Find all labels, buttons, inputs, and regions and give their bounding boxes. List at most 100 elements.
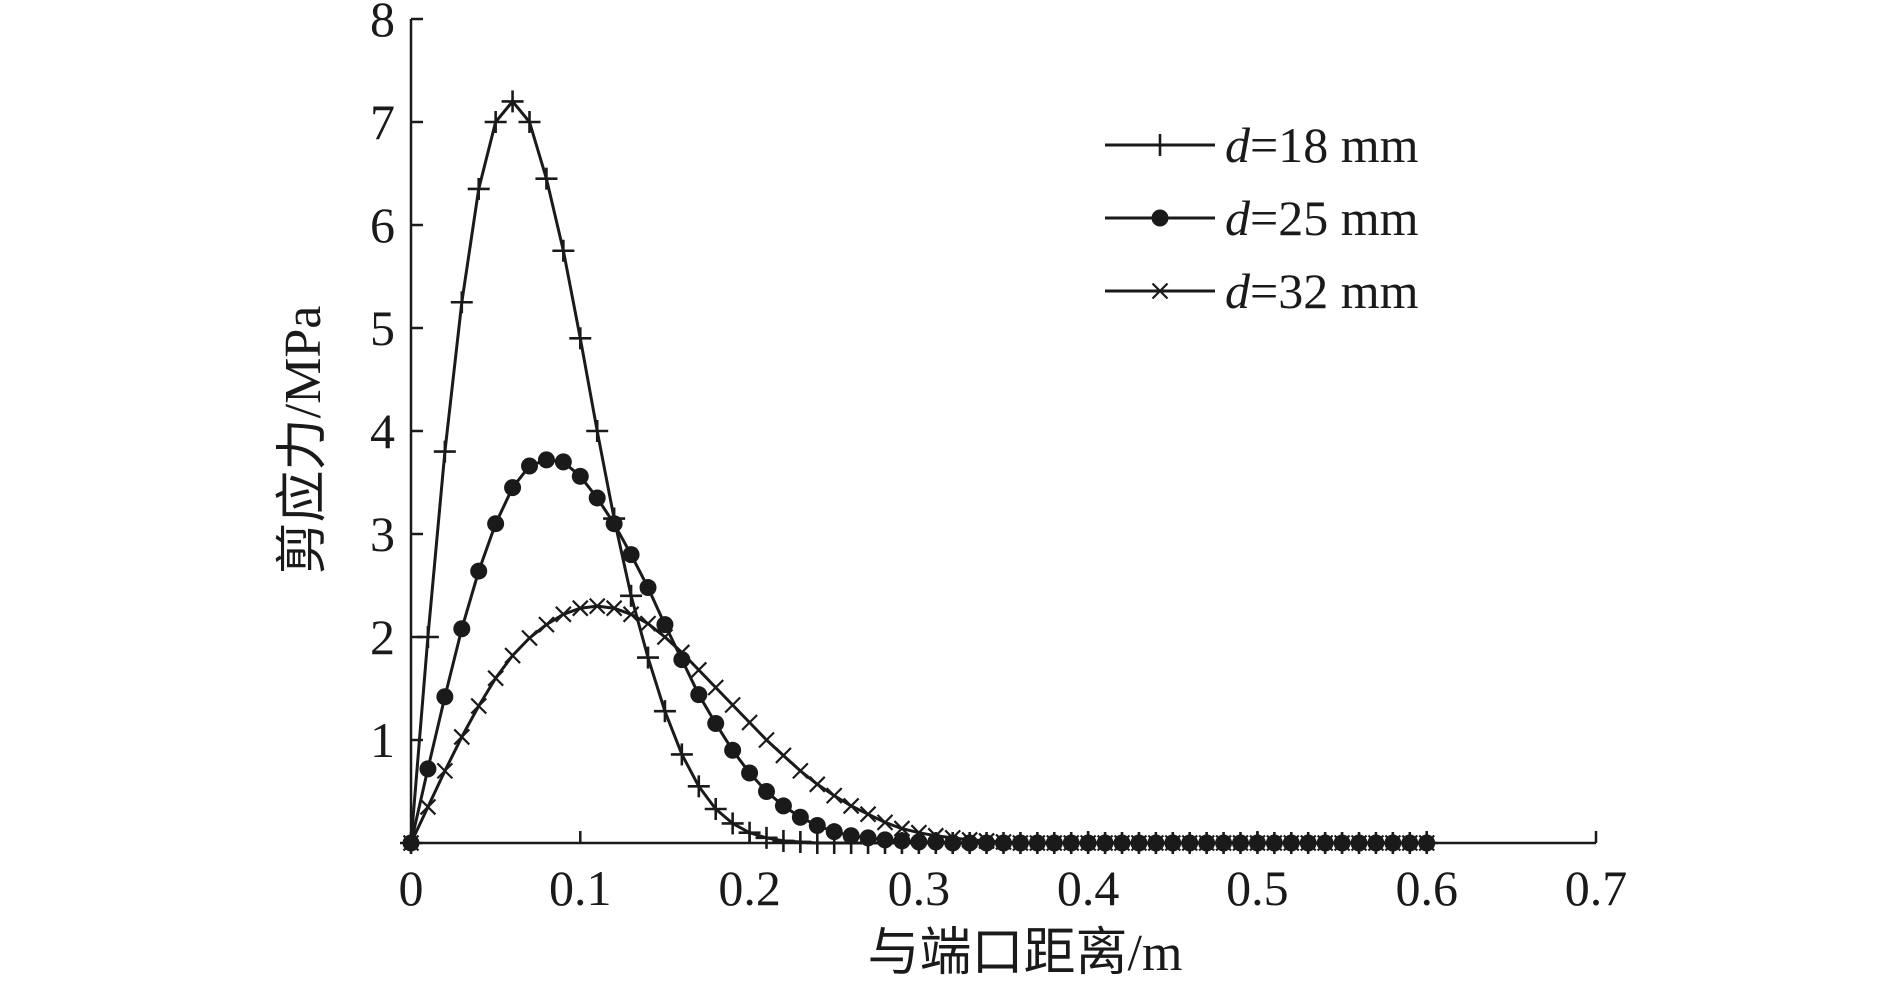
marker-stroke — [1249, 834, 1266, 852]
marker-stroke — [842, 797, 860, 815]
marker-stroke — [1418, 834, 1435, 852]
legend-label: d=32 mm — [1225, 263, 1419, 319]
data-point-x — [1198, 834, 1215, 852]
data-point-plus — [670, 743, 693, 766]
data-point-plus — [569, 327, 592, 350]
data-point-plus — [501, 90, 524, 113]
data-point-circle — [859, 829, 877, 847]
data-point-plus — [518, 111, 541, 133]
data-point-circle — [741, 764, 759, 782]
data-point-circle — [504, 479, 522, 497]
data-point-x — [1096, 834, 1114, 852]
x-tick-label: 0.1 — [549, 860, 612, 916]
data-point-plus — [467, 177, 490, 200]
data-point-circle — [554, 453, 572, 471]
marker-stroke — [1147, 834, 1165, 852]
data-point-x — [1029, 834, 1046, 852]
data-point-circle — [1151, 209, 1169, 227]
legend-rest: =18 mm — [1250, 117, 1419, 173]
x-tick-label: 0 — [399, 860, 424, 916]
data-point-x — [1012, 834, 1029, 852]
data-point-x — [1384, 834, 1402, 852]
marker-stroke — [927, 827, 945, 845]
data-point-x — [842, 797, 860, 815]
data-point-x — [1249, 834, 1266, 852]
y-tick-label: 7 — [370, 94, 395, 150]
data-point-circle — [487, 515, 505, 533]
marker-stroke — [775, 747, 792, 764]
data-point-x — [572, 599, 589, 617]
plot-series — [400, 90, 1438, 854]
data-point-circle — [808, 816, 826, 834]
data-point-x — [1283, 834, 1300, 852]
data-point-plus — [450, 291, 473, 314]
marker-stroke — [944, 829, 961, 847]
legend-rest: =25 mm — [1250, 190, 1419, 246]
data-point-x — [1113, 834, 1131, 852]
y-tick-label: 6 — [370, 197, 395, 253]
marker-stroke — [470, 697, 487, 715]
x-tick-label: 0.3 — [888, 860, 951, 916]
marker-stroke — [419, 798, 437, 816]
data-point-plus — [1149, 134, 1171, 156]
marker-stroke — [724, 696, 741, 714]
marker-stroke — [1367, 834, 1385, 852]
data-point-circle — [724, 741, 742, 759]
x-tick-label: 0.5 — [1226, 860, 1289, 916]
marker-stroke — [1130, 834, 1148, 852]
data-point-x — [1151, 282, 1169, 300]
data-point-x — [605, 599, 623, 617]
data-point-plus — [416, 626, 439, 648]
marker-stroke — [1079, 834, 1097, 852]
data-point-x — [1401, 834, 1419, 852]
data-point-plus — [721, 812, 744, 835]
data-point-plus — [755, 826, 778, 849]
data-point-circle — [656, 616, 674, 634]
data-point-circle — [605, 515, 623, 533]
data-point-x — [741, 714, 758, 731]
data-point-plus — [433, 440, 456, 463]
data-point-x — [1232, 834, 1249, 852]
data-point-circle — [453, 620, 471, 638]
data-point-plus — [552, 239, 575, 262]
series-circle — [402, 451, 1436, 852]
marker-stroke — [639, 615, 657, 632]
data-point-x — [639, 615, 657, 632]
data-point-plus — [620, 584, 643, 607]
marker-stroke — [1215, 834, 1232, 852]
data-point-x — [1316, 834, 1334, 852]
marker-stroke — [402, 834, 420, 852]
data-point-x — [825, 787, 843, 804]
y-tick-label: 4 — [370, 403, 395, 459]
marker-stroke — [1333, 834, 1351, 852]
legend-item: d=25 mm — [1105, 190, 1419, 246]
data-point-x — [453, 728, 471, 746]
x-axis-title: 与端口距离/m — [868, 925, 1183, 982]
marker-stroke — [572, 599, 589, 617]
marker-stroke — [809, 776, 826, 793]
data-point-circle — [588, 489, 606, 507]
data-point-x — [1164, 834, 1182, 852]
y-tick-labels: 1 2 3 4 5 6 7 8 — [370, 0, 395, 768]
marker-stroke — [1151, 282, 1169, 300]
marker-stroke — [995, 833, 1012, 851]
marker-stroke — [538, 616, 555, 633]
y-tick-label: 1 — [370, 712, 395, 768]
y-tick-label: 8 — [370, 0, 395, 47]
series-x — [402, 597, 1435, 852]
data-point-x — [1266, 834, 1283, 852]
data-point-x — [792, 762, 809, 780]
y-axis-title: 剪应力/MPa — [275, 306, 332, 575]
data-point-x — [487, 669, 504, 687]
marker-stroke — [1029, 834, 1046, 852]
marker-stroke — [876, 814, 894, 831]
marker-stroke — [605, 599, 623, 617]
marker-stroke — [1096, 834, 1114, 852]
data-point-x — [1333, 834, 1351, 852]
data-point-circle — [537, 451, 555, 469]
marker-stroke — [1401, 834, 1419, 852]
data-point-x — [876, 814, 894, 831]
data-point-circle — [893, 832, 911, 850]
data-point-x — [656, 628, 674, 646]
data-point-plus — [653, 700, 676, 723]
